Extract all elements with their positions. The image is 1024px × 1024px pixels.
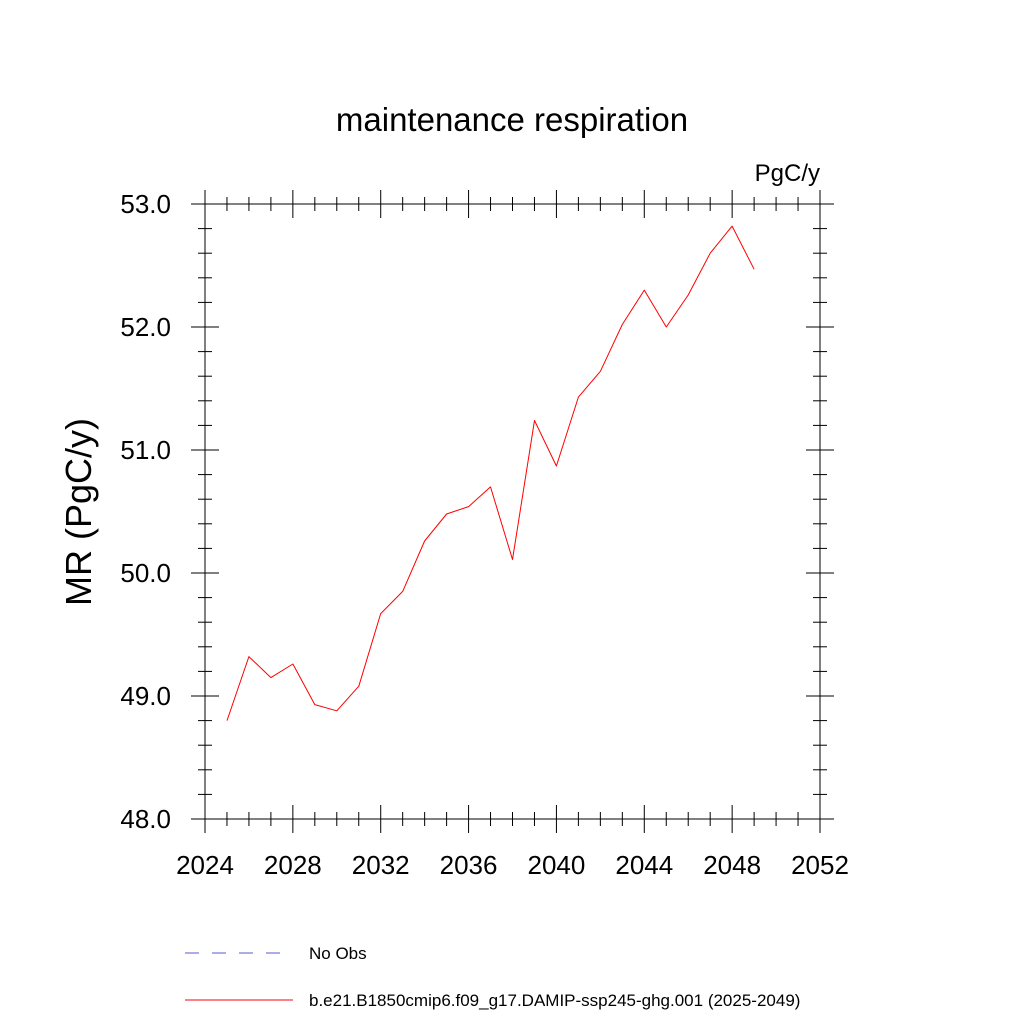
legend-label-no-obs: No Obs <box>309 944 367 963</box>
x-tick-label: 2032 <box>352 850 410 880</box>
x-tick-label: 2052 <box>791 850 849 880</box>
y-axis-label: MR (PgC/y) <box>58 418 99 606</box>
series-layer <box>226 225 755 721</box>
y-tick-label: 53.0 <box>120 189 171 219</box>
y-tick-label: 52.0 <box>120 312 171 342</box>
x-tick-label: 2028 <box>264 850 322 880</box>
x-tick-label: 2044 <box>615 850 673 880</box>
legend: No Obs b.e21.B1850cmip6.f09_g17.DAMIP-ss… <box>185 944 800 1010</box>
x-tick-labels: 2024 2028 2032 2036 2040 2044 2048 2052 <box>176 850 849 880</box>
x-tick-label: 2040 <box>528 850 586 880</box>
y-tick-label: 49.0 <box>120 681 171 711</box>
series-line <box>226 225 755 721</box>
y-tick-label: 48.0 <box>120 804 171 834</box>
chart-title: maintenance respiration <box>336 101 688 138</box>
plot-frame <box>204 203 821 820</box>
legend-label-model: b.e21.B1850cmip6.f09_g17.DAMIP-ssp245-gh… <box>309 991 800 1010</box>
y-tick-label: 51.0 <box>120 435 171 465</box>
y-tick-label: 50.0 <box>120 558 171 588</box>
axis-ticks <box>191 190 834 833</box>
y-tick-labels: 48.0 49.0 50.0 51.0 52.0 53.0 <box>120 189 171 834</box>
x-tick-label: 2036 <box>440 850 498 880</box>
x-tick-label: 2048 <box>703 850 761 880</box>
units-label: PgC/y <box>755 160 820 187</box>
x-tick-label: 2024 <box>176 850 234 880</box>
